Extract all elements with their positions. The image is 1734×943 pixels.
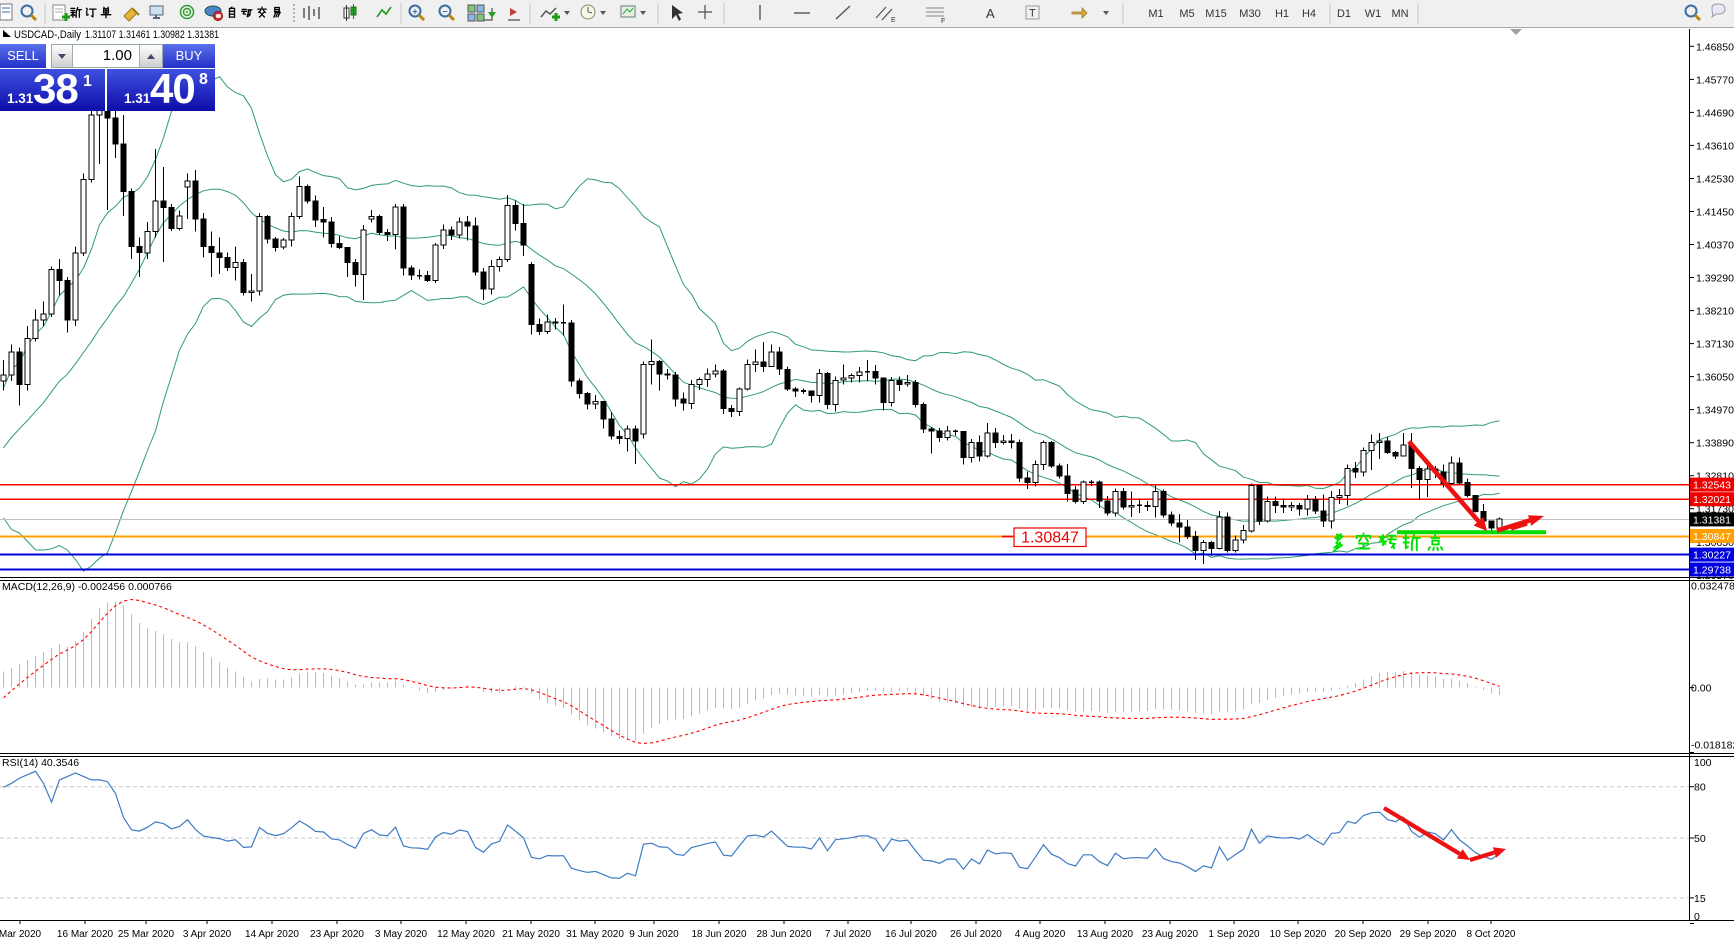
svg-text:Mar 2020: Mar 2020 [0,929,42,940]
svg-text:1.34970: 1.34970 [1696,405,1734,417]
svg-text:8 Oct 2020: 8 Oct 2020 [1467,929,1516,940]
svg-text:1.45770: 1.45770 [1696,74,1734,86]
svg-text:0.00: 0.00 [1691,683,1712,695]
svg-text:1.33890: 1.33890 [1696,438,1734,450]
svg-text:14 Apr 2020: 14 Apr 2020 [245,929,299,940]
svg-text:M30: M30 [1239,8,1260,20]
svg-text:3 May 2020: 3 May 2020 [375,929,428,940]
svg-text:-0.018182: -0.018182 [1691,740,1734,752]
svg-text:23 Aug 2020: 23 Aug 2020 [1142,929,1199,940]
svg-text:23 Apr 2020: 23 Apr 2020 [310,929,364,940]
svg-text:12 May 2020: 12 May 2020 [437,929,495,940]
svg-text:1 Sep 2020: 1 Sep 2020 [1208,929,1260,940]
svg-text:+: + [412,7,417,17]
svg-text:H4: H4 [1302,8,1316,20]
svg-text:−: − [442,7,447,17]
svg-text:20 Sep 2020: 20 Sep 2020 [1335,929,1392,940]
svg-text:W1: W1 [1365,8,1382,20]
svg-text:1.39290: 1.39290 [1696,273,1734,285]
svg-text:0: 0 [1694,911,1700,923]
svg-text:1.36050: 1.36050 [1696,372,1734,384]
svg-text:M15: M15 [1205,8,1226,20]
svg-text:15: 15 [1694,893,1706,905]
svg-text:MN: MN [1391,8,1408,20]
svg-text:1.29738: 1.29738 [1693,565,1731,577]
svg-text:0.032478: 0.032478 [1691,581,1734,593]
svg-text:80: 80 [1694,782,1706,794]
svg-text:16 Jul 2020: 16 Jul 2020 [885,929,937,940]
svg-text:T: T [1029,8,1036,20]
svg-text:10 Sep 2020: 10 Sep 2020 [1270,929,1327,940]
svg-text:1.31107 1.31461 1.30982 1.3138: 1.31107 1.31461 1.30982 1.31381 [85,29,219,41]
svg-text:1.41450: 1.41450 [1696,207,1734,219]
svg-text:31 May 2020: 31 May 2020 [566,929,624,940]
svg-text:1.32543: 1.32543 [1693,480,1731,492]
svg-text:3 Apr 2020: 3 Apr 2020 [183,929,232,940]
svg-text:25 Mar 2020: 25 Mar 2020 [118,929,175,940]
svg-text:1.30847: 1.30847 [1021,530,1079,547]
svg-text:MACD(12,26,9) -0.002456 0.0007: MACD(12,26,9) -0.002456 0.000766 [2,581,172,593]
svg-text:M1: M1 [1148,8,1163,20]
svg-text:1.38210: 1.38210 [1696,306,1734,318]
svg-text:1.30227: 1.30227 [1693,550,1731,562]
svg-text:28 Jun 2020: 28 Jun 2020 [756,929,811,940]
svg-text:16 Mar 2020: 16 Mar 2020 [57,929,114,940]
svg-text:1.46850: 1.46850 [1696,41,1734,53]
svg-text:F: F [941,18,945,25]
svg-text:29 Sep 2020: 29 Sep 2020 [1400,929,1457,940]
svg-text:1.44690: 1.44690 [1696,107,1734,119]
svg-text:RSI(14) 40.3546: RSI(14) 40.3546 [2,757,79,769]
svg-text:H1: H1 [1275,8,1289,20]
svg-text:21 May 2020: 21 May 2020 [502,929,560,940]
svg-text:M5: M5 [1179,8,1194,20]
svg-text:18 Jun 2020: 18 Jun 2020 [691,929,746,940]
svg-text:50: 50 [1694,833,1706,845]
svg-text:4 Aug 2020: 4 Aug 2020 [1015,929,1066,940]
svg-text:13 Aug 2020: 13 Aug 2020 [1077,929,1134,940]
svg-text:1.37130: 1.37130 [1696,339,1734,351]
svg-text:USDCAD-,Daily: USDCAD-,Daily [14,29,81,41]
svg-text:1.42530: 1.42530 [1696,174,1734,186]
svg-text:D1: D1 [1337,8,1351,20]
svg-text:26 Jul 2020: 26 Jul 2020 [950,929,1002,940]
svg-text:E: E [891,17,896,24]
svg-text:100: 100 [1694,757,1712,769]
svg-text:1.40370: 1.40370 [1696,240,1734,252]
svg-text:1.32021: 1.32021 [1693,494,1731,506]
svg-text:7 Jul 2020: 7 Jul 2020 [825,929,872,940]
svg-text:1.30847: 1.30847 [1693,531,1731,543]
svg-text:A: A [986,6,995,21]
svg-text:9 Jun 2020: 9 Jun 2020 [629,929,679,940]
svg-text:1.31381: 1.31381 [1693,514,1731,526]
svg-text:1.43610: 1.43610 [1696,140,1734,152]
